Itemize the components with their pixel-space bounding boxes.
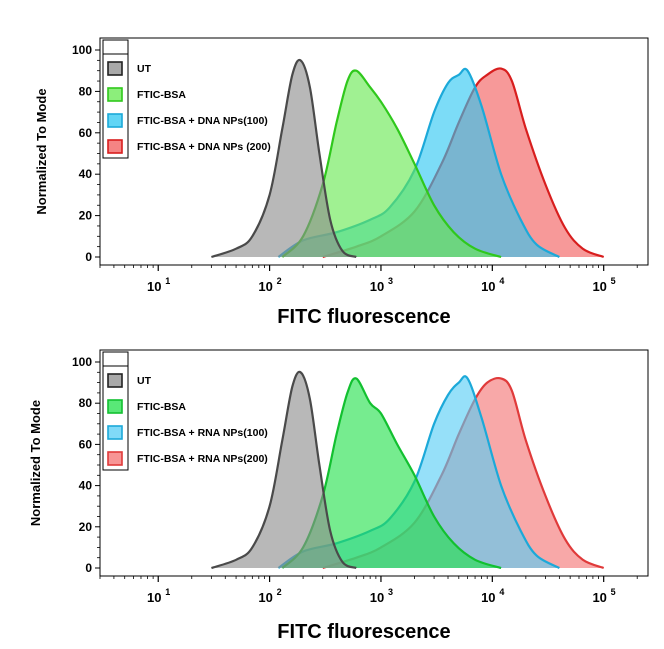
x-tick-label: 10 [258, 590, 272, 605]
y-tick-label: 40 [79, 479, 93, 493]
legend-label-3: FTIC-BSA + DNA NPs (200) [137, 141, 271, 153]
y-tick-label: 80 [79, 84, 93, 98]
legend-label-1: FTIC-BSA [137, 401, 186, 413]
legend-label-0: UT [137, 375, 152, 387]
x-tick-exponent: 1 [165, 587, 170, 597]
x-axis-title: FITC fluorescence [277, 306, 450, 328]
x-tick-exponent: 3 [388, 276, 393, 286]
series-area-0 [211, 59, 357, 257]
y-tick-label: 20 [79, 520, 93, 534]
y-axis-title: Normalized To Mode [34, 88, 49, 214]
x-axis-title: FITC fluorescence [277, 621, 450, 643]
x-tick-exponent: 2 [277, 587, 282, 597]
legend-swatch-0 [107, 373, 123, 388]
bottom-histogram-panel: 0 20 40 60 80 100 10 1 10 2 10 3 10 4 10 5 FITC fluoresc… [28, 349, 649, 643]
y-axis-title: Normalized To Mode [28, 400, 43, 526]
y-tick-label: 60 [79, 437, 93, 451]
series-line-0 [211, 58, 357, 259]
x-tick-exponent: 5 [611, 587, 616, 597]
x-tick-label: 10 [258, 279, 272, 294]
x-tick-label: 10 [370, 590, 384, 605]
y-tick-label: 40 [79, 167, 93, 181]
x-tick-exponent: 4 [499, 587, 504, 597]
x-tick-exponent: 2 [277, 276, 282, 286]
plot-frame [99, 37, 649, 266]
series-line-0 [211, 370, 357, 570]
legend-swatch-2 [107, 425, 123, 440]
top-histogram-panel: 0 20 40 60 80 100 10 1 10 2 10 3 10 4 10 5 FITC fluoresc… [34, 37, 649, 328]
x-tick-label: 10 [370, 279, 384, 294]
series-area-0 [211, 371, 357, 568]
y-tick-label: 60 [79, 126, 93, 140]
x-tick-exponent: 5 [611, 276, 616, 286]
legend-label-2: FTIC-BSA + DNA NPs(100) [137, 115, 268, 127]
legend-label-1: FTIC-BSA [137, 89, 186, 101]
x-tick-label: 10 [147, 279, 161, 294]
series-area-1 [282, 378, 502, 568]
y-tick-label: 20 [79, 209, 93, 223]
series-area-1 [282, 70, 502, 257]
series-area-2 [278, 68, 560, 257]
x-tick-label: 10 [592, 590, 606, 605]
y-tick-label: 80 [79, 396, 93, 410]
legend-label-3: FTIC-BSA + RNA NPs(200) [137, 453, 268, 465]
x-tick-exponent: 1 [165, 276, 170, 286]
x-tick-label: 10 [481, 590, 495, 605]
x-tick-label: 10 [592, 279, 606, 294]
legend-swatch-1 [107, 399, 123, 414]
legend-header-box [102, 351, 129, 367]
x-tick-label: 10 [147, 590, 161, 605]
x-tick-label: 10 [481, 279, 495, 294]
legend-header-box [102, 39, 129, 55]
legend-swatch-3 [107, 451, 123, 466]
y-tick-label: 100 [72, 43, 92, 57]
plot-frame [99, 349, 649, 577]
x-tick-exponent: 4 [499, 276, 504, 286]
legend-frame [102, 39, 129, 159]
y-tick-label: 0 [85, 250, 92, 264]
legend-swatch-0 [107, 61, 123, 76]
y-tick-label: 0 [85, 561, 92, 575]
legend-label-2: FTIC-BSA + RNA NPs(100) [137, 427, 268, 439]
legend-swatch-2 [107, 113, 123, 128]
legend-label-0: UT [137, 63, 152, 75]
legend-frame [102, 351, 129, 471]
x-tick-exponent: 3 [388, 587, 393, 597]
legend-swatch-1 [107, 87, 123, 102]
y-tick-label: 100 [72, 355, 92, 369]
legend-swatch-3 [107, 139, 123, 154]
